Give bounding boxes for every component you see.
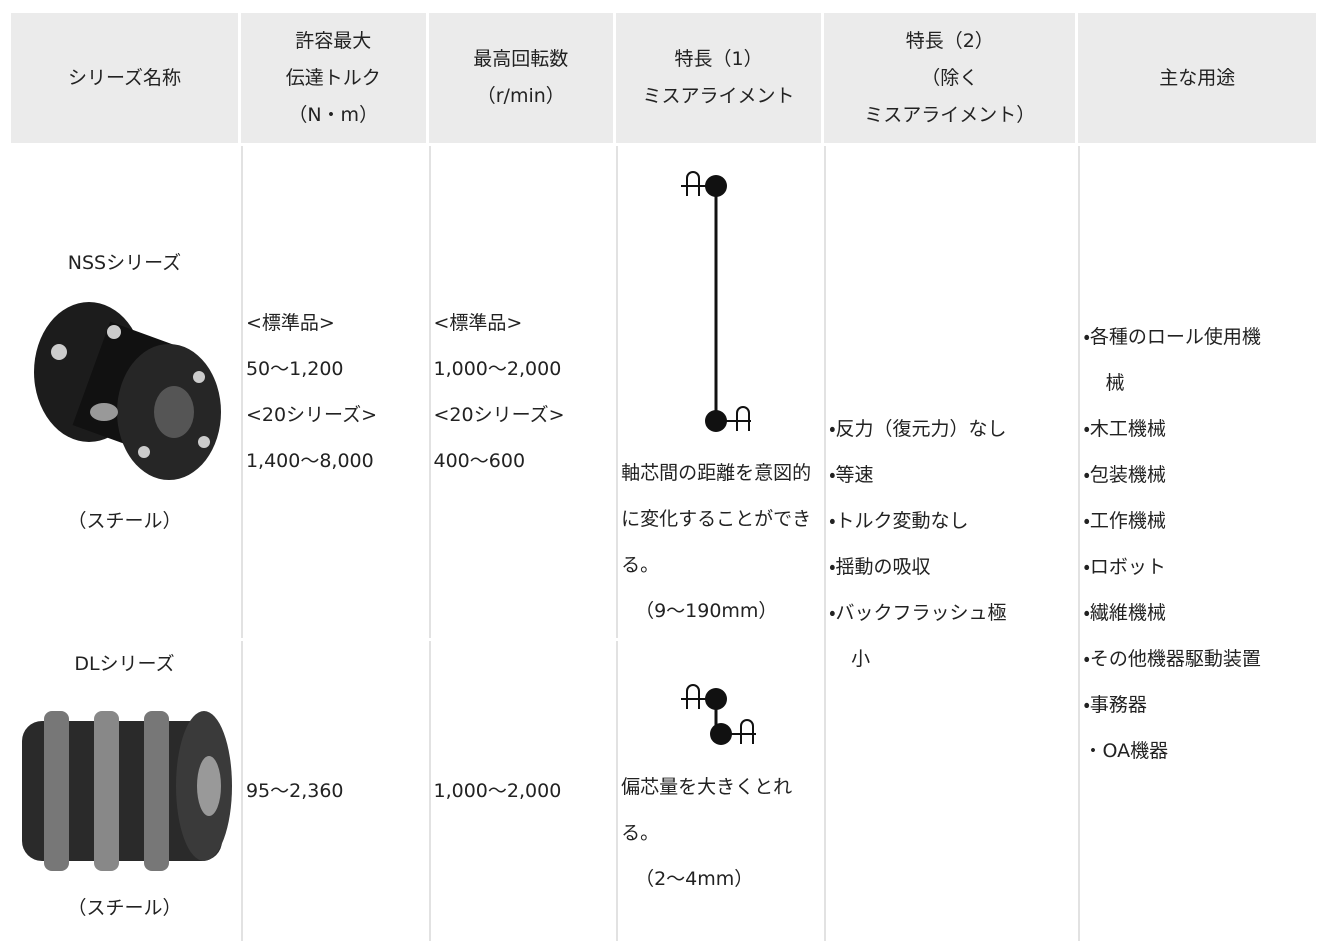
series-cell: NSSシリーズ （スチール） [11, 146, 238, 638]
uses-cell: ・各種のロール使用機械・木工機械・包装機械・工作機械・ロボット・繊維機械・その他… [1078, 146, 1316, 941]
text: ・トルク変動なし [829, 509, 969, 532]
header-text: （除く [921, 66, 979, 89]
header-text: 特長（1） [674, 48, 763, 70]
series-name: DLシリーズ [74, 653, 175, 675]
header-text: 許容最大 [295, 29, 372, 52]
header-cell: 特長（1） ミスアライメント [616, 13, 822, 143]
eccentricity-diagram [681, 684, 757, 745]
header-row: シリーズ名称 許容最大伝達トルク （N・m） 最高回転数 （r/min） 特長（1）… [11, 13, 1316, 143]
series-cell: DLシリーズ （スチール） [11, 641, 238, 941]
text: ・その他機器駆動装置 [1083, 647, 1261, 670]
text: ・OA機器 [1083, 739, 1169, 762]
header-text: 特長（2） [905, 29, 994, 52]
text: （2〜4mm） [635, 868, 754, 890]
series-name: NSSシリーズ [67, 252, 182, 274]
row: DLシリーズ （スチール） 95〜2,360 1,000〜2,000 偏芯量を大… [11, 641, 1316, 941]
speed-cell: 1,000〜2,000 [428, 641, 614, 941]
text: ・等速 [829, 463, 874, 486]
feature2-cell: ・反力（復元力）なし ・等速・トルク変動なし ・揺動の吸収・バックフラッシュ極小 [824, 146, 1076, 941]
text: （9〜190mm） [635, 600, 778, 622]
text: 1,400〜8,000 [245, 450, 374, 472]
header-cell: シリーズ名称 [11, 13, 238, 143]
header-text: （r/min） [476, 85, 565, 107]
product-image [22, 711, 233, 871]
header-cell: 主な用途 [1078, 13, 1316, 143]
text: 400〜600 [433, 450, 526, 472]
text: 械 [1105, 371, 1125, 394]
text: ・事務器 [1083, 693, 1147, 716]
text: ・各種のロール使用機 [1083, 325, 1261, 348]
text: <20シリーズ> [433, 404, 565, 426]
header-text: （N・m） [288, 103, 379, 126]
header-text: 最高回転数 [473, 48, 569, 70]
text: ・ロボット [1083, 555, 1166, 578]
text: ・工作機械 [1083, 509, 1166, 532]
text: 軸芯間の距離を意図的に変化することができる。 [621, 462, 812, 576]
header-cell: 特長（2） （除くミスアライメント） [824, 13, 1076, 143]
text: <標準品> [245, 312, 335, 334]
text: 95〜2,360 [245, 780, 344, 802]
text: ・木工機械 [1083, 417, 1166, 440]
text: ・反力（復元力）なし [829, 417, 1007, 440]
text: ・繊維機械 [1083, 601, 1166, 624]
text: ・揺動の吸収 [829, 555, 931, 578]
text: 1,000〜2,000 [433, 358, 562, 380]
text: 偏芯量を大きくとれる。 [621, 776, 793, 844]
coupling-table: シリーズ名称 許容最大伝達トルク （N・m） 最高回転数 （r/min） 特長（1）… [8, 10, 1319, 944]
header-cell: 最高回転数 （r/min） [428, 13, 614, 143]
text: <20シリーズ> [245, 404, 378, 426]
header-text: シリーズ名称 [67, 66, 181, 89]
text: ・包装機械 [1083, 463, 1166, 486]
text: 1,000〜2,000 [433, 780, 562, 802]
header-text: ミスアライメント） [864, 103, 1036, 126]
row: NSSシリーズ （スチール） <標準品> 50〜1,200 <20シリーズ> 1,40… [11, 146, 1316, 941]
torque-cell: <標準品> 50〜1,200 <20シリーズ> 1,400〜8,000 [240, 146, 426, 638]
text: ・バックフラッシュ極 [829, 601, 1007, 624]
header-text: ミスアライメント [642, 85, 795, 107]
feature1-cell: 軸芯間の距離を意図的に変化することができる。 （9〜190mm） [616, 146, 822, 638]
feature1-cell: 偏芯量を大きくとれる。 （2〜4mm） [616, 641, 822, 941]
product-image [34, 302, 222, 480]
material: （スチール） [67, 897, 182, 919]
text: <標準品> [433, 312, 523, 334]
torque-cell: 95〜2,360 [240, 641, 426, 941]
text: 50〜1,200 [245, 358, 344, 380]
material: （スチール） [67, 510, 182, 532]
header-text: 伝達トルク [285, 66, 381, 89]
header-cell: 許容最大伝達トルク （N・m） [240, 13, 426, 143]
speed-cell: <標準品> 1,000〜2,000 <20シリーズ> 400〜600 [428, 146, 614, 638]
text: 小 [851, 647, 871, 670]
header-text: 主な用途 [1159, 66, 1236, 89]
misalignment-diagram [681, 171, 752, 432]
